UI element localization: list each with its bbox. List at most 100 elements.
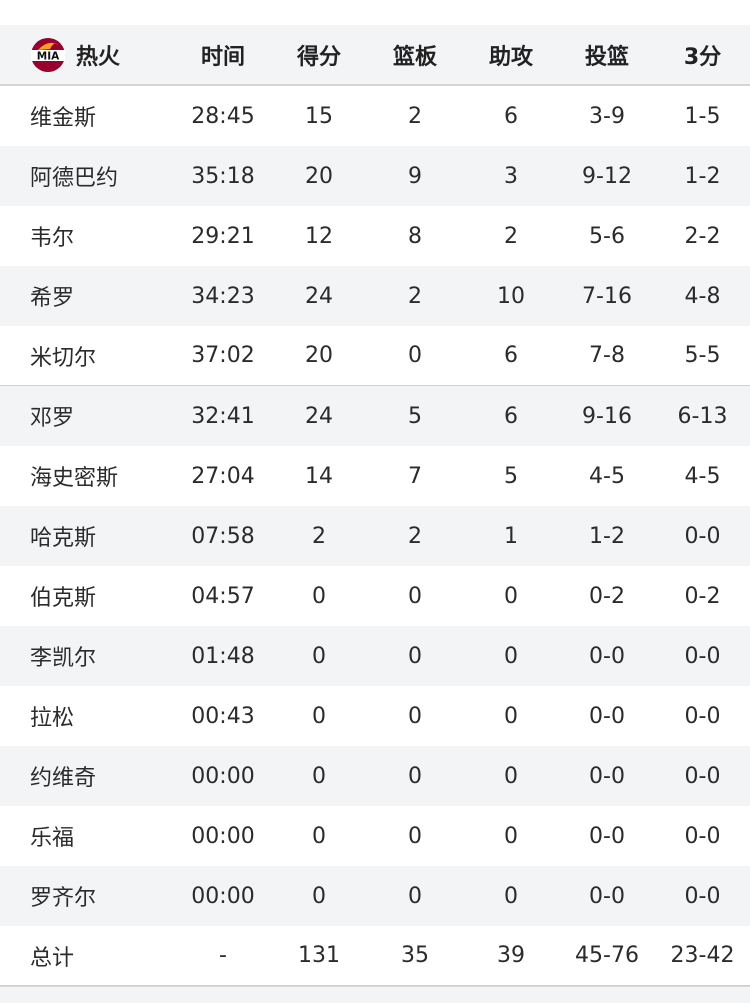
rebounds: 0 bbox=[408, 763, 422, 789]
col-points: 得分 bbox=[296, 44, 341, 70]
field-goals: 7-8 bbox=[589, 343, 625, 368]
minutes: 07:58 bbox=[191, 523, 255, 549]
three-pointers: 4-8 bbox=[684, 283, 721, 309]
assists: 0 bbox=[504, 883, 518, 909]
assists: 39 bbox=[497, 943, 525, 968]
team-header: MIA 热火 bbox=[0, 37, 175, 73]
three-pointers: 0-0 bbox=[684, 883, 721, 909]
minutes: 37:02 bbox=[191, 343, 255, 368]
minutes: - bbox=[219, 943, 227, 968]
assists: 0 bbox=[504, 823, 518, 849]
field-goals: 3-9 bbox=[589, 103, 625, 129]
col-rebounds: 篮板 bbox=[392, 44, 437, 70]
player-name: 约维奇 bbox=[30, 766, 97, 791]
assists: 10 bbox=[497, 283, 525, 309]
assists: 6 bbox=[504, 343, 518, 368]
three-pointers: 0-0 bbox=[684, 823, 721, 849]
table-row: 米切尔 37:02 20 0 6 7-8 5-5 bbox=[0, 326, 750, 386]
three-pointers: 0-2 bbox=[684, 583, 721, 609]
player-name: 李凯尔 bbox=[30, 646, 97, 671]
field-goals: 0-0 bbox=[589, 883, 625, 909]
assists: 3 bbox=[504, 163, 518, 189]
three-pointers: 1-2 bbox=[684, 163, 721, 189]
field-goals: 0-0 bbox=[589, 643, 625, 669]
assists: 6 bbox=[504, 403, 518, 429]
rebounds: 0 bbox=[408, 343, 422, 368]
three-pointers: 6-13 bbox=[677, 403, 728, 429]
minutes: 00:00 bbox=[191, 883, 255, 909]
three-pointers: 0-0 bbox=[684, 763, 721, 789]
points: 131 bbox=[298, 943, 340, 968]
player-name: 阿德巴约 bbox=[30, 166, 119, 191]
player-name: 邓罗 bbox=[30, 406, 75, 431]
rebounds: 0 bbox=[408, 583, 422, 609]
table-row: 阿德巴约 35:18 20 9 3 9-12 1-2 bbox=[0, 146, 750, 206]
points: 15 bbox=[305, 103, 333, 129]
points: 0 bbox=[312, 703, 326, 729]
points: 0 bbox=[312, 823, 326, 849]
three-pointers: 0-0 bbox=[684, 643, 721, 669]
points: 14 bbox=[305, 463, 333, 489]
three-pointers: 0-0 bbox=[684, 523, 721, 549]
minutes: 27:04 bbox=[191, 463, 255, 489]
rebounds: 35 bbox=[401, 943, 429, 968]
minutes: 34:23 bbox=[191, 283, 255, 309]
table-row: 乐福 00:00 0 0 0 0-0 0-0 bbox=[0, 806, 750, 866]
field-goals: 0-0 bbox=[589, 703, 625, 729]
assists: 0 bbox=[504, 643, 518, 669]
player-name: 伯克斯 bbox=[30, 586, 97, 611]
rebounds: 9 bbox=[408, 163, 422, 189]
points: 0 bbox=[312, 883, 326, 909]
three-pointers: 5-5 bbox=[684, 343, 721, 368]
field-goals: 4-5 bbox=[589, 463, 625, 489]
field-goals: 9-12 bbox=[582, 163, 632, 189]
rebounds: 0 bbox=[408, 883, 422, 909]
minutes: 28:45 bbox=[191, 103, 255, 129]
three-pointers: 1-5 bbox=[684, 103, 721, 129]
col-assists: 助攻 bbox=[488, 44, 533, 70]
points: 2 bbox=[312, 523, 326, 549]
player-name: 拉松 bbox=[30, 706, 75, 731]
col-minutes: 时间 bbox=[200, 44, 245, 70]
assists: 0 bbox=[504, 583, 518, 609]
field-goals: 7-16 bbox=[582, 283, 632, 309]
rebounds: 5 bbox=[408, 403, 422, 429]
points: 0 bbox=[312, 763, 326, 789]
heat-logo-icon: MIA bbox=[31, 37, 65, 72]
minutes: 35:18 bbox=[191, 163, 255, 189]
points: 0 bbox=[312, 583, 326, 609]
rebounds: 0 bbox=[408, 823, 422, 849]
assists: 1 bbox=[504, 523, 518, 549]
table-row: 希罗 34:23 24 2 10 7-16 4-8 bbox=[0, 266, 750, 326]
rebounds: 8 bbox=[408, 223, 422, 249]
col-fg: 投篮 bbox=[584, 44, 629, 70]
player-name: 希罗 bbox=[30, 286, 75, 311]
minutes: 00:43 bbox=[191, 703, 255, 729]
minutes: 00:00 bbox=[191, 763, 255, 789]
field-goals: 0-0 bbox=[589, 823, 625, 849]
field-goals: 45-76 bbox=[575, 943, 639, 968]
assists: 0 bbox=[504, 763, 518, 789]
minutes: 04:57 bbox=[191, 583, 255, 609]
table-row: 韦尔 29:21 12 8 2 5-6 2-2 bbox=[0, 206, 750, 266]
minutes: 29:21 bbox=[191, 223, 255, 249]
rebounds: 2 bbox=[408, 523, 422, 549]
table-row: 伯克斯 04:57 0 0 0 0-2 0-2 bbox=[0, 566, 750, 626]
player-name: 罗齐尔 bbox=[30, 886, 97, 911]
rebounds: 2 bbox=[408, 283, 422, 309]
points: 20 bbox=[305, 343, 333, 368]
points: 24 bbox=[305, 283, 333, 309]
table-row: 罗齐尔 00:00 0 0 0 0-0 0-0 bbox=[0, 866, 750, 926]
table-row: 哈克斯 07:58 2 2 1 1-2 0-0 bbox=[0, 506, 750, 566]
rebounds: 0 bbox=[408, 703, 422, 729]
rebounds: 2 bbox=[408, 103, 422, 129]
player-name: 米切尔 bbox=[30, 345, 97, 371]
player-name: 总计 bbox=[30, 945, 75, 971]
three-pointers: 0-0 bbox=[684, 703, 721, 729]
player-name: 海史密斯 bbox=[30, 466, 119, 491]
assists: 5 bbox=[504, 463, 518, 489]
team-name: 热火 bbox=[76, 44, 121, 70]
table-row: 李凯尔 01:48 0 0 0 0-0 0-0 bbox=[0, 626, 750, 686]
points: 20 bbox=[305, 163, 333, 189]
table-row: 海史密斯 27:04 14 7 5 4-5 4-5 bbox=[0, 446, 750, 506]
